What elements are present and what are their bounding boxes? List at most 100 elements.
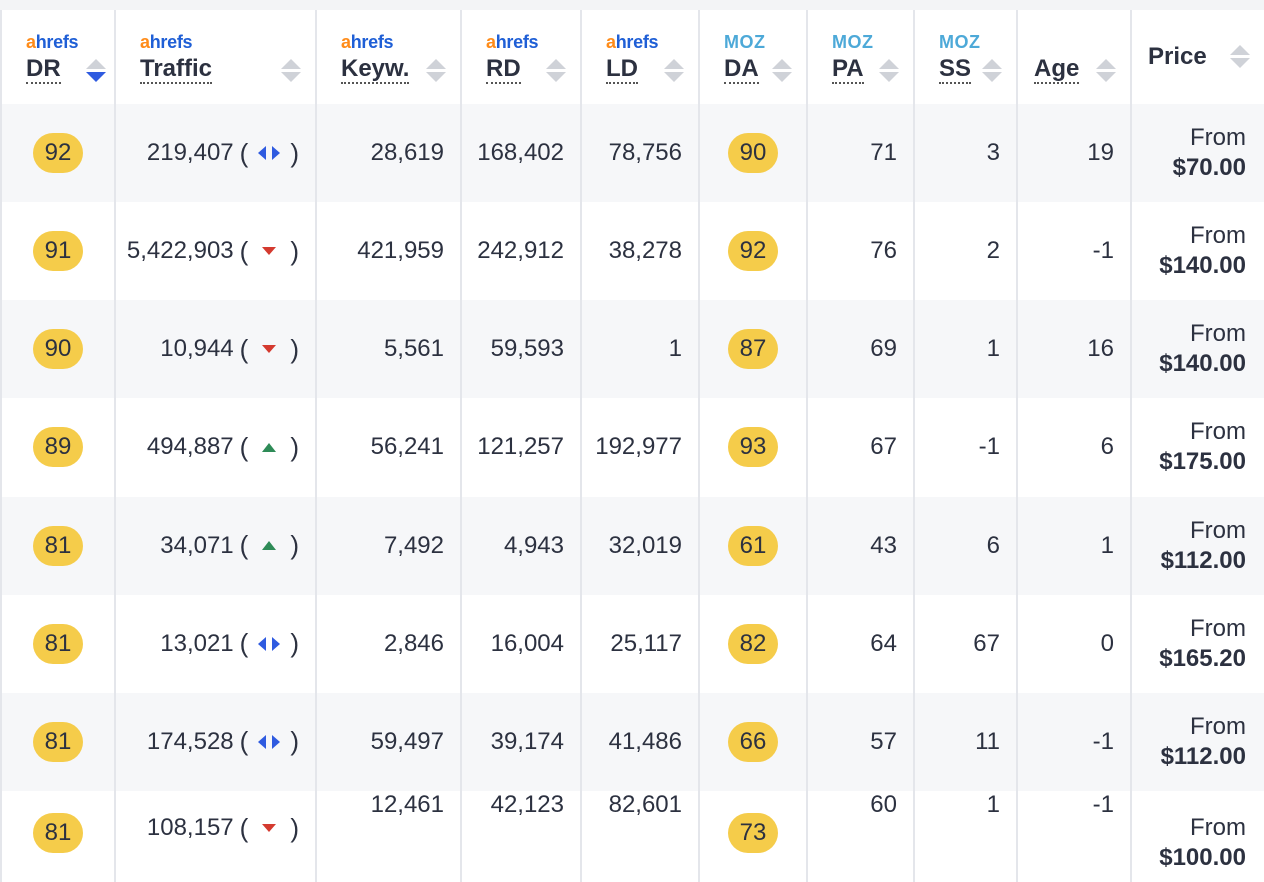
header-pa[interactable]: MOZ PA xyxy=(806,10,915,104)
ld-value: 192,977 xyxy=(595,433,682,461)
keywords-cell: 7,492 xyxy=(315,496,462,595)
pa-cell: 60 xyxy=(806,790,915,882)
paren-open: ( xyxy=(239,137,249,168)
price-cell[interactable]: From $112.00 xyxy=(1130,496,1264,595)
table-row[interactable]: 81 108,157() 12,461 42,123 82,601 73 60 1 -1 From… xyxy=(0,790,1264,882)
sort-icon[interactable] xyxy=(281,59,301,82)
da-cell: 92 xyxy=(698,202,808,301)
da-badge: 73 xyxy=(727,812,779,853)
price-cell[interactable]: From $112.00 xyxy=(1130,692,1264,791)
price-value: $140.00 xyxy=(1159,252,1246,280)
price-prefix: From xyxy=(1190,124,1246,152)
sort-icon[interactable] xyxy=(546,59,566,82)
price-value: $112.00 xyxy=(1160,546,1246,574)
sort-icon[interactable] xyxy=(982,59,1002,82)
table-row[interactable]: 91 5,422,903() 421,959 242,912 38,278 92 76 2 -1… xyxy=(0,202,1264,301)
sort-icon[interactable] xyxy=(772,59,792,82)
ld-cell: 82,601 xyxy=(580,790,700,882)
header-rd[interactable]: ahrefs RD xyxy=(460,10,582,104)
header-price[interactable]: Price xyxy=(1130,10,1264,104)
price-value: $100.00 xyxy=(1159,843,1246,871)
traffic-value: 108,157 xyxy=(146,814,234,842)
price-prefix: From xyxy=(1190,516,1246,544)
table-row[interactable]: 81 174,528() 59,497 39,174 41,486 66 57 11 -1 Fro… xyxy=(0,692,1264,791)
dr-badge: 89 xyxy=(32,427,84,468)
ss-cell: 1 xyxy=(913,300,1018,399)
pa-value: 71 xyxy=(870,139,897,167)
moz-logo: MOZ xyxy=(939,32,981,52)
dr-label: DR xyxy=(26,55,61,84)
ld-cell: 32,019 xyxy=(580,496,700,595)
da-cell: 82 xyxy=(698,594,808,693)
keywords-value: 5,561 xyxy=(383,335,444,363)
paren-close: ) xyxy=(290,137,299,168)
price-cell[interactable]: From $140.00 xyxy=(1130,300,1264,399)
price-cell[interactable]: From $165.20 xyxy=(1130,594,1264,693)
table-row[interactable]: 89 494,887() 56,241 121,257 192,977 93 67 -1 6 Fr… xyxy=(0,398,1264,497)
rd-cell: 242,912 xyxy=(460,202,582,301)
sort-desc-active-icon[interactable] xyxy=(86,59,107,82)
age-value: 19 xyxy=(1087,139,1114,167)
keywords-value: 59,497 xyxy=(370,727,444,755)
header-ss[interactable]: MOZ SS xyxy=(913,10,1018,104)
rd-cell: 4,943 xyxy=(460,496,582,595)
pa-value: 76 xyxy=(870,237,897,265)
ld-cell: 25,117 xyxy=(580,594,700,693)
pa-cell: 76 xyxy=(806,202,915,301)
sort-icon[interactable] xyxy=(426,59,446,82)
dr-cell: 81 xyxy=(0,790,116,882)
sort-icon[interactable] xyxy=(664,59,684,82)
table-row[interactable]: 90 10,944() 5,561 59,593 1 87 69 1 16 From $140.00 xyxy=(0,300,1264,399)
table-row[interactable]: 92 219,407() 28,619 168,402 78,756 90 71 3 19 Fro… xyxy=(0,104,1264,203)
da-badge: 66 xyxy=(727,721,779,762)
age-value: -1 xyxy=(1092,790,1114,818)
price-value: $175.00 xyxy=(1159,448,1246,476)
paren-close: ) xyxy=(290,530,299,561)
age-value: 6 xyxy=(1100,433,1114,461)
header-age[interactable]: Age xyxy=(1016,10,1132,104)
traffic-value: 494,887 xyxy=(146,433,234,461)
price-cell[interactable]: From $175.00 xyxy=(1130,398,1264,497)
keywords-cell: 28,619 xyxy=(315,104,462,203)
price-cell[interactable]: From $70.00 xyxy=(1130,104,1264,203)
ld-value: 38,278 xyxy=(608,237,682,265)
paren-close: ) xyxy=(290,235,299,266)
header-ld[interactable]: ahrefs LD xyxy=(580,10,700,104)
rd-cell: 168,402 xyxy=(460,104,582,203)
price-cell[interactable]: From $140.00 xyxy=(1130,202,1264,301)
pa-value: 60 xyxy=(870,790,897,818)
dr-cell: 91 xyxy=(0,202,116,301)
traffic-cell: 174,528() xyxy=(114,692,317,791)
traffic-cell: 10,944() xyxy=(114,300,317,399)
pa-cell: 67 xyxy=(806,398,915,497)
sites-table: ahrefs DR ahrefs Traffic xyxy=(0,10,1264,882)
paren-close: ) xyxy=(290,431,299,462)
header-da[interactable]: MOZ DA xyxy=(698,10,808,104)
table-row[interactable]: 81 13,021() 2,846 16,004 25,117 82 64 67 0 From $1… xyxy=(0,594,1264,693)
header-dr[interactable]: ahrefs DR xyxy=(0,10,116,104)
sort-icon[interactable] xyxy=(1230,44,1250,68)
header-keywords[interactable]: ahrefs Keyw. xyxy=(315,10,462,104)
sort-icon[interactable] xyxy=(879,59,899,82)
table-row[interactable]: 81 34,071() 7,492 4,943 32,019 61 43 6 1 From $112… xyxy=(0,496,1264,595)
paren-open: ( xyxy=(239,726,249,757)
sort-icon[interactable] xyxy=(1096,59,1116,82)
ld-cell: 192,977 xyxy=(580,398,700,497)
da-cell: 90 xyxy=(698,104,808,203)
price-cell[interactable]: From $100.00 xyxy=(1130,790,1264,882)
age-cell: -1 xyxy=(1016,790,1132,882)
traffic-label: Traffic xyxy=(140,55,213,84)
header-traffic[interactable]: ahrefs Traffic xyxy=(114,10,317,104)
price-value: $140.00 xyxy=(1159,350,1246,378)
price-prefix: From xyxy=(1190,614,1246,642)
dr-badge: 92 xyxy=(32,133,84,174)
da-cell: 73 xyxy=(698,790,808,882)
moz-logo: MOZ xyxy=(832,32,874,52)
pa-cell: 57 xyxy=(806,692,915,791)
dr-cell: 90 xyxy=(0,300,116,399)
rd-value: 16,004 xyxy=(490,629,564,657)
ss-cell: 6 xyxy=(913,496,1018,595)
price-prefix: From xyxy=(1190,418,1246,446)
dr-cell: 81 xyxy=(0,594,116,693)
ss-cell: 11 xyxy=(913,692,1018,791)
